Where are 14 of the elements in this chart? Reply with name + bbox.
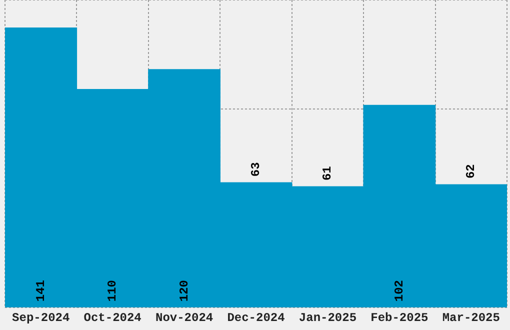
data-label: 120 (177, 280, 192, 302)
data-label: 141 (34, 280, 48, 302)
x-tick-label: Dec-2024 (227, 310, 285, 325)
x-tick-label: Feb-2025 (370, 310, 428, 325)
data-label: 62 (464, 164, 478, 179)
x-tick-label: Sep-2024 (12, 310, 70, 325)
x-tick-label: Jan-2025 (298, 310, 357, 325)
data-label: 102 (392, 280, 406, 302)
x-tick-label: Nov-2024 (155, 310, 214, 325)
x-tick-label: Mar-2025 (442, 310, 500, 325)
data-label: 63 (249, 162, 264, 177)
x-tick-label: Oct-2024 (84, 310, 142, 325)
data-label: 110 (106, 280, 120, 302)
data-label: 61 (320, 166, 335, 181)
